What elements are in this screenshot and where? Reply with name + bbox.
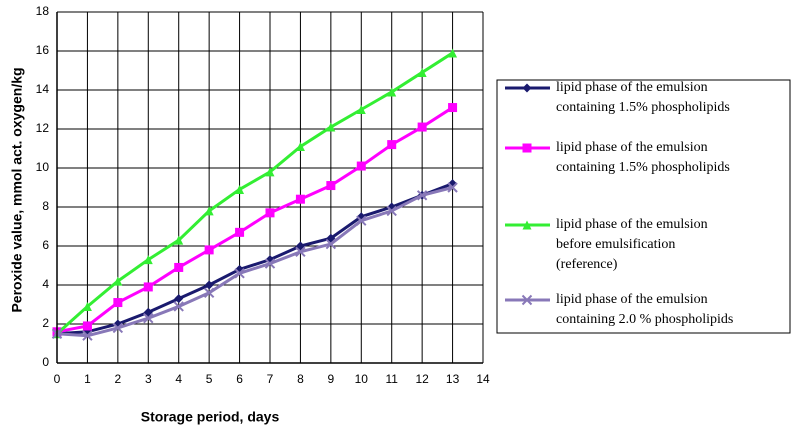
marker: [174, 262, 184, 272]
marker: [113, 298, 123, 308]
y-tick-label: 10: [36, 160, 50, 174]
marker: [447, 182, 458, 193]
marker: [235, 184, 245, 194]
x-tick-label: 13: [446, 372, 460, 386]
marker: [356, 105, 366, 114]
marker: [448, 103, 458, 113]
marker: [522, 83, 532, 93]
marker: [387, 140, 397, 150]
y-tick-label: 18: [36, 4, 50, 18]
x-tick-label: 12: [415, 372, 429, 386]
marker: [356, 215, 367, 226]
marker: [417, 67, 427, 77]
y-tick-label: 12: [36, 121, 50, 135]
x-tick-label: 4: [175, 372, 182, 386]
y-tick-label: 6: [42, 238, 49, 252]
marker: [326, 122, 336, 132]
x-tick-label: 1: [84, 372, 91, 386]
marker: [295, 142, 305, 152]
y-tick-label: 14: [36, 82, 50, 96]
marker: [204, 280, 214, 290]
marker: [387, 87, 397, 97]
legend-label: lipid phase of the emulsion containing 2…: [556, 292, 734, 327]
x-tick-label: 0: [54, 372, 61, 386]
x-tick-label: 11: [385, 372, 398, 386]
series-line: [56, 186, 453, 338]
x-tick-label: 2: [115, 372, 122, 386]
marker: [204, 206, 214, 216]
marker: [173, 301, 184, 312]
marker: [356, 161, 366, 171]
x-axis-label: Storage period, days: [141, 409, 280, 425]
x-tick-label: 7: [267, 372, 274, 386]
x-tick-label: 8: [297, 372, 304, 386]
marker: [386, 205, 397, 217]
x-tick-label: 5: [206, 372, 213, 386]
x-tick-label: 10: [355, 372, 369, 386]
marker: [295, 194, 305, 204]
marker: [203, 287, 215, 299]
marker: [143, 282, 153, 292]
marker: [174, 294, 184, 304]
y-tick-label: 0: [42, 355, 49, 369]
marker: [522, 143, 532, 153]
marker: [112, 322, 124, 334]
series-line: [55, 51, 454, 335]
y-axis-label: Peroxide value, mmol act. oxygen/kg: [9, 67, 25, 312]
x-tick-label: 6: [236, 372, 243, 386]
marker: [325, 238, 337, 250]
y-tick-label: 4: [42, 277, 49, 291]
marker: [265, 167, 275, 177]
y-tick-label: 2: [42, 316, 49, 330]
x-tick-label: 9: [328, 372, 335, 386]
y-tick-label: 8: [42, 199, 49, 213]
marker: [417, 122, 427, 132]
marker: [265, 208, 275, 218]
marker: [234, 268, 245, 279]
marker: [522, 220, 532, 230]
marker: [113, 276, 123, 286]
marker: [204, 245, 214, 255]
marker: [521, 294, 533, 306]
marker: [235, 227, 245, 237]
legend-label: lipid phase of the emulsion containing 1…: [556, 80, 730, 115]
legend-box: [496, 79, 791, 334]
series-line: [56, 106, 454, 334]
marker: [326, 181, 336, 191]
marker: [82, 321, 92, 331]
marker: [143, 255, 153, 265]
y-tick-label: 16: [36, 43, 50, 57]
marker: [448, 48, 458, 58]
marker: [82, 301, 92, 311]
marker: [416, 190, 428, 201]
x-tick-label: 14: [476, 372, 490, 386]
legend-label: lipid phase of the emulsion containing 1…: [556, 140, 730, 175]
legend-label: lipid phase of the emulsion before emuls…: [556, 217, 708, 272]
marker: [82, 330, 93, 341]
x-tick-label: 3: [145, 372, 152, 386]
marker: [174, 235, 184, 245]
marker: [264, 258, 276, 269]
series-line: [56, 182, 454, 336]
marker: [143, 312, 154, 324]
marker: [295, 246, 306, 258]
